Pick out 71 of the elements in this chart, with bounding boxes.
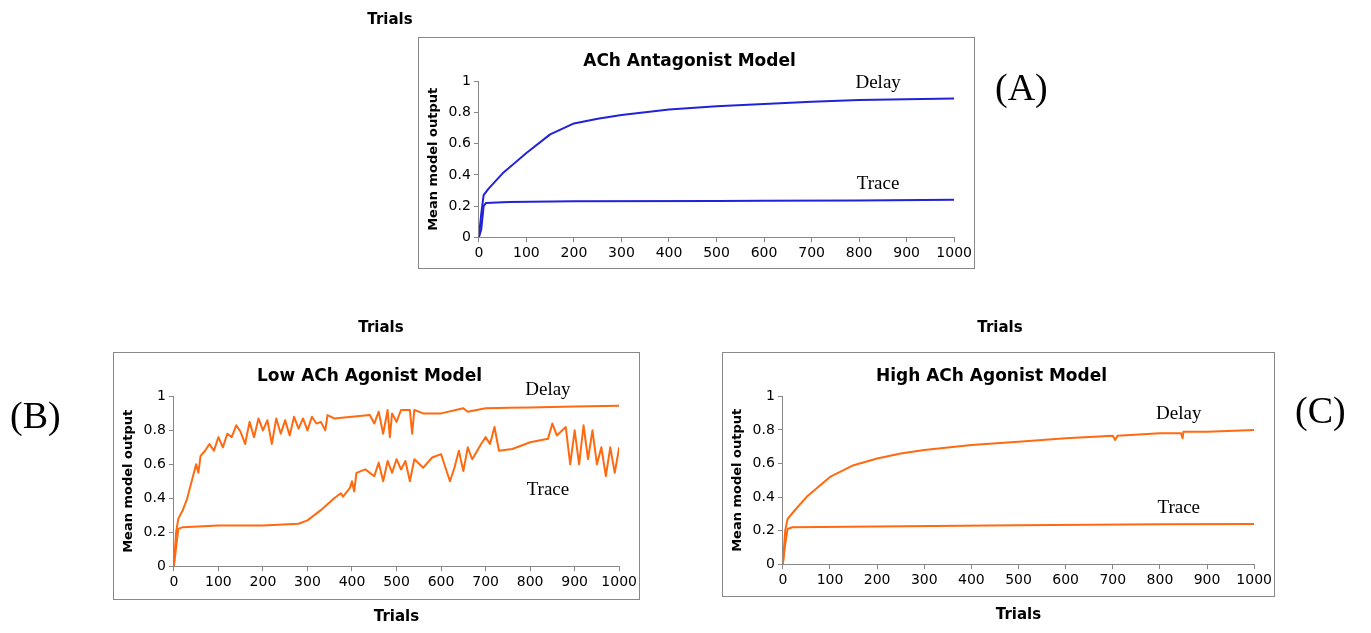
x-tick-label: 600 [1052,571,1080,588]
x-tick-label: 800 [516,573,544,590]
text: (C) [1295,388,1346,432]
x-tick-label: 400 [655,244,683,261]
y-tick-label: 1 [461,72,471,89]
x-tick-label: 1000 [1236,571,1273,588]
x-tick-label: 1000 [601,573,638,590]
y-tick-label: 0.6 [143,454,166,471]
y-tick-label: 1 [156,387,166,404]
chart-title: ACh Antagonist Model [583,49,796,70]
text: (B) [10,393,61,437]
y-tick-label: 0 [461,227,471,244]
series-label: Delay [525,378,572,400]
x-tick-label: 400 [338,573,366,590]
x-tick-label: 200 [560,244,588,261]
y-tick-label: 0.2 [448,196,471,213]
x-tick-label: 600 [750,244,778,261]
y-tick-label: 0.6 [448,134,471,151]
x-tick-label: 700 [472,573,499,590]
text: Trials [367,10,413,28]
text: (A) [995,65,1048,109]
y-tick-label: 0.8 [143,421,166,437]
x-tick-label: 500 [703,244,730,261]
y-tick-label: 0.8 [752,420,775,437]
x-tick-label: 1000 [936,244,973,261]
series-label: Delay [855,71,902,93]
x-axis-title: Trials [995,604,1042,623]
y-axis-title: Mean model output [120,409,136,553]
chart-title: High ACh Agonist Model [875,364,1108,385]
x-tick-label: 800 [845,244,873,261]
y-tick-label: 0 [765,554,775,571]
x-tick-label: 700 [1099,571,1127,588]
y-tick-label: 0.4 [448,165,471,182]
series-label: Delay [1156,402,1202,424]
series-label: Trace [856,172,900,194]
y-tick-label: 0.2 [752,521,775,538]
x-axis-title: Trials [373,606,420,625]
x-tick-label: 900 [893,244,921,261]
x-tick-label: 700 [798,244,825,261]
text: Trials [977,318,1023,336]
x-tick-label: 900 [561,573,589,590]
x-tick-label: 100 [513,244,540,261]
x-tick-label: 500 [1005,571,1032,588]
y-tick-label: 0.8 [448,103,471,120]
x-tick-label: 100 [205,573,232,590]
y-tick-label: 0 [156,556,166,573]
x-tick-label: 0 [169,573,179,590]
x-tick-label: 600 [427,573,455,590]
series-label: Trace [1157,496,1201,518]
y-tick-label: 1 [765,387,775,404]
y-tick-label: 0.4 [143,488,166,505]
text: Trials [358,318,404,336]
y-tick-label: 0.2 [143,522,166,539]
x-tick-label: 300 [294,573,321,590]
x-tick-label: 500 [383,573,410,590]
x-tick-label: 400 [958,571,985,588]
y-tick-label: 0.6 [752,454,775,471]
x-tick-label: 0 [778,571,788,588]
y-tick-label: 0.4 [752,487,775,504]
chart-title: Low ACh Agonist Model [256,364,483,385]
y-axis-title: Mean model output [729,408,745,552]
x-tick-label: 0 [474,244,484,261]
x-tick-label: 200 [249,573,277,590]
y-axis-title: Mean model output [425,87,441,231]
x-tick-label: 800 [1146,571,1174,588]
x-tick-label: 300 [910,571,938,588]
x-tick-label: 200 [863,571,891,588]
series-label: Trace [526,477,570,499]
x-tick-label: 300 [608,244,635,261]
x-tick-label: 100 [816,571,844,588]
x-tick-label: 900 [1193,571,1221,588]
